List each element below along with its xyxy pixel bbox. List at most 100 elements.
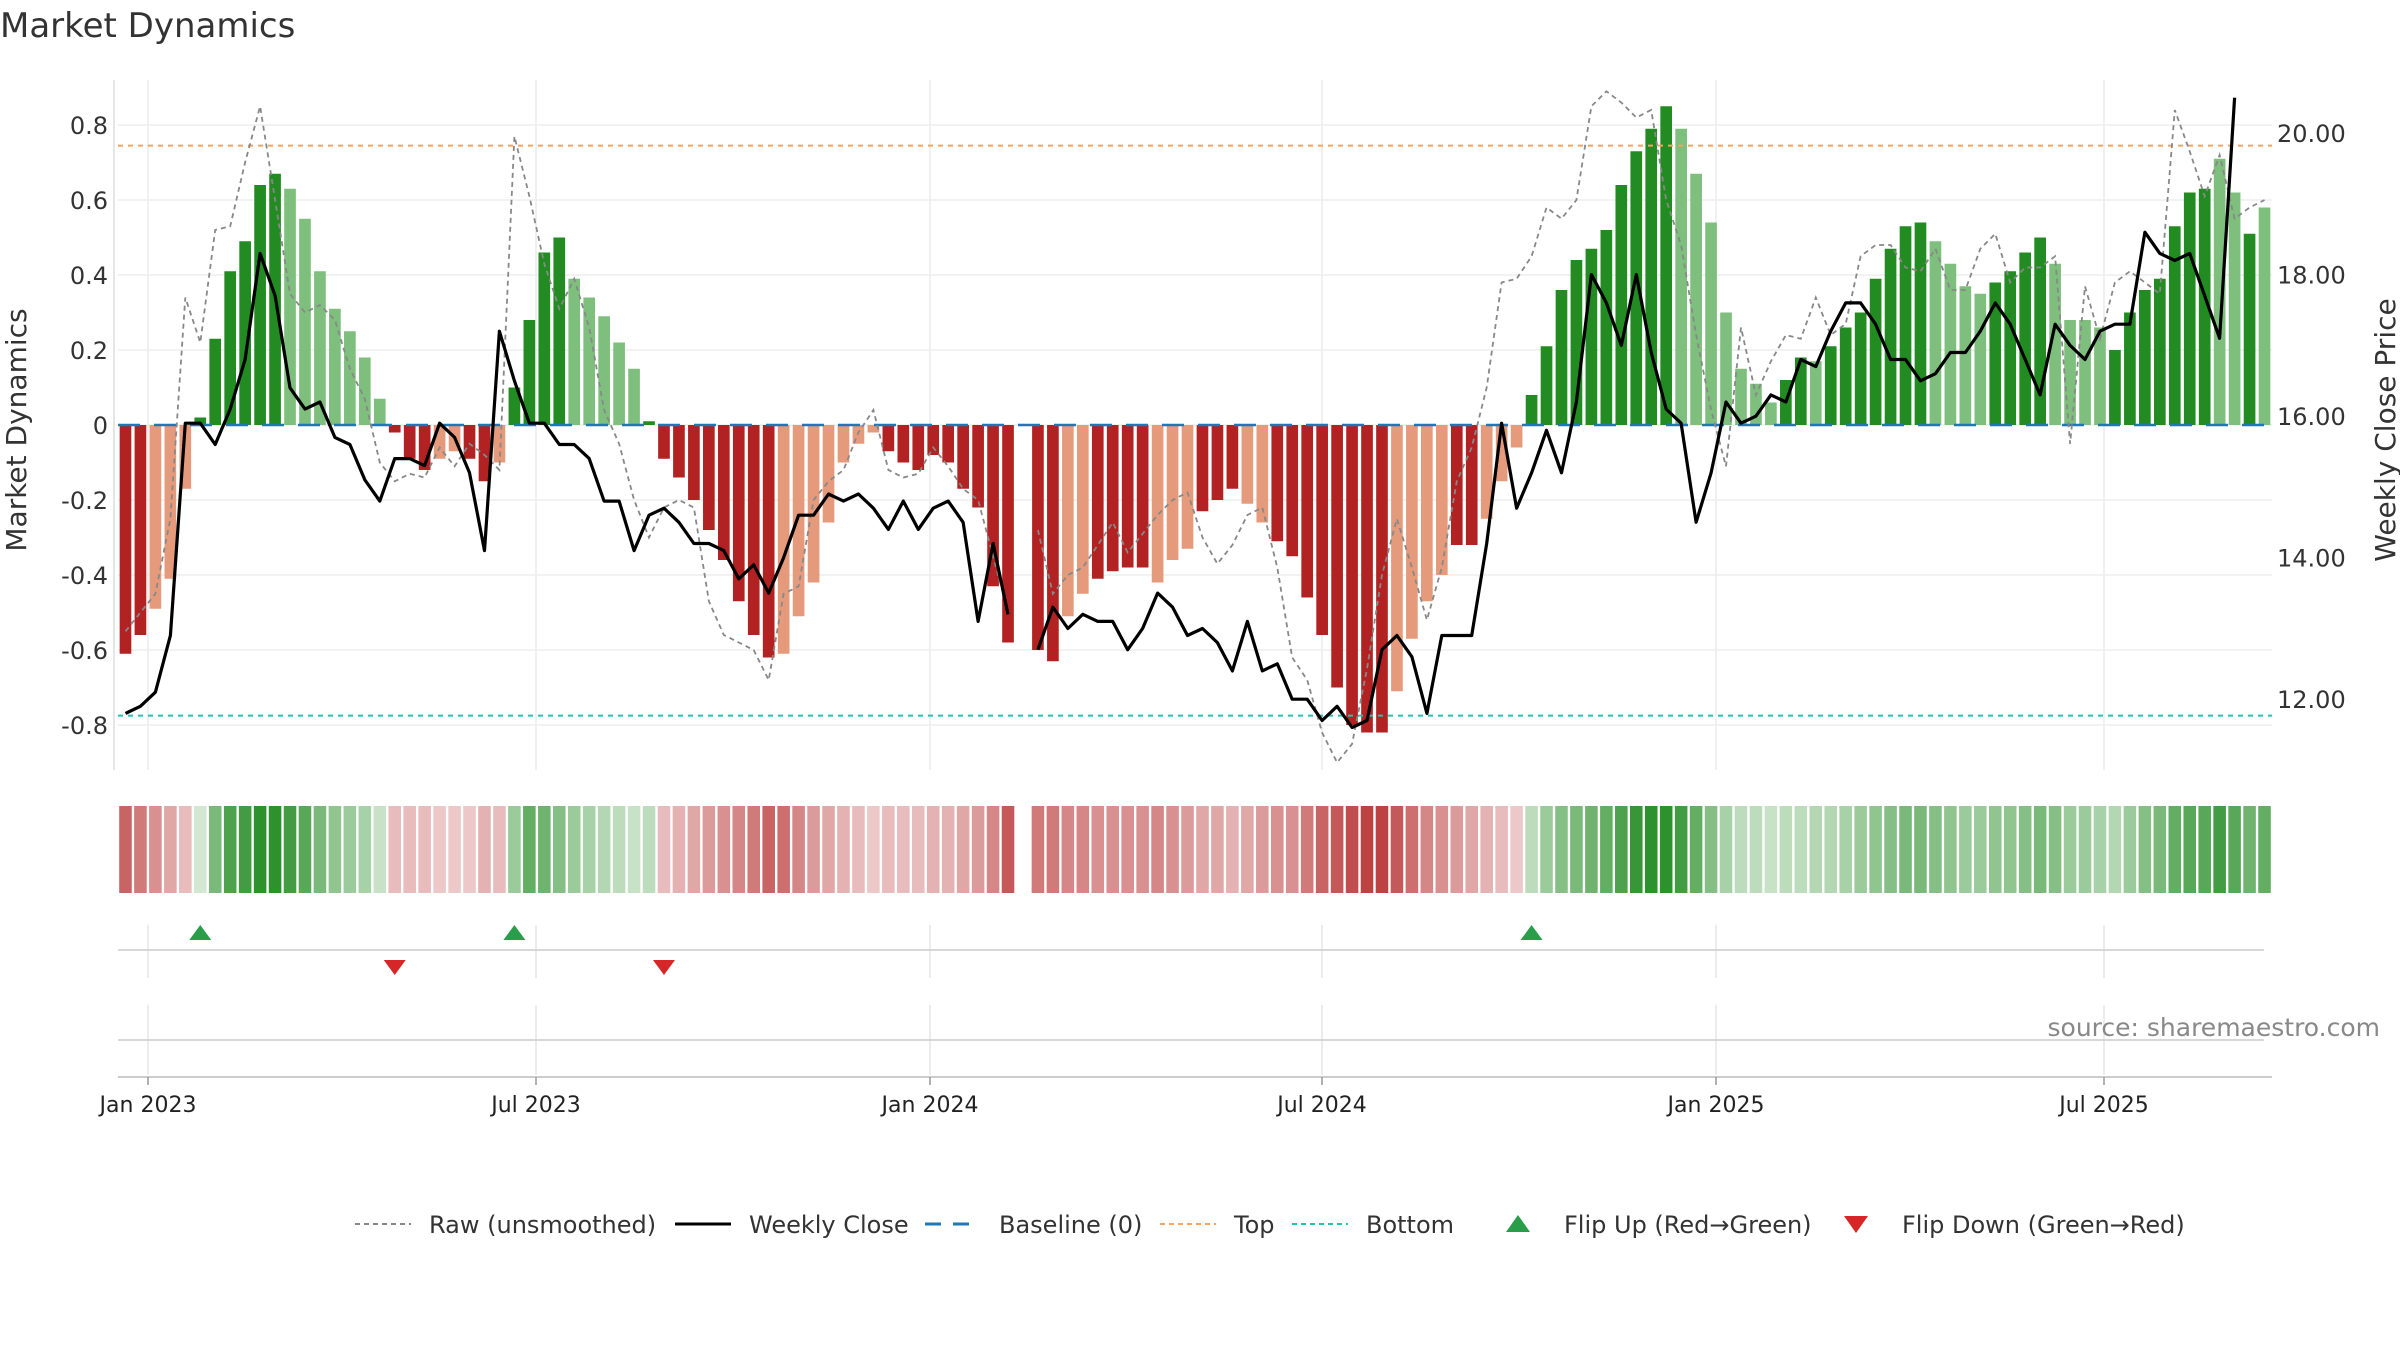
- regime-strip-cell: [134, 806, 147, 893]
- momentum-bar: [1241, 425, 1254, 504]
- regime-strip-cell: [313, 806, 327, 893]
- momentum-bar: [179, 425, 192, 489]
- regime-strip-cell: [852, 806, 865, 893]
- momentum-bar: [732, 425, 745, 602]
- x-tick-label: Jul 2025: [2057, 1093, 2149, 1118]
- momentum-bar: [688, 425, 700, 500]
- momentum-bar: [2198, 188, 2211, 425]
- momentum-bar: [254, 185, 266, 425]
- regime-strip-cell: [1719, 806, 1733, 893]
- momentum-bar: [1959, 286, 1972, 425]
- regime-strip-cell: [1106, 806, 1120, 893]
- momentum-bar: [1884, 248, 1897, 425]
- regime-strip-cell: [1570, 806, 1583, 893]
- regime-strip-cell: [702, 806, 716, 893]
- momentum-bar: [2019, 252, 2032, 425]
- momentum-bar: [538, 252, 551, 425]
- regime-strip-cell: [2198, 806, 2211, 893]
- momentum-bar: [1720, 312, 1732, 425]
- momentum-bar: [1899, 226, 1912, 425]
- legend-item: Baseline (0): [925, 1211, 1142, 1239]
- regime-strip-cell: [1615, 806, 1628, 893]
- momentum-bar: [1391, 425, 1403, 692]
- momentum-bar: [194, 417, 207, 425]
- regime-strip-cell: [2033, 806, 2047, 893]
- regime-strip-cell: [1540, 806, 1553, 893]
- momentum-bar: [717, 425, 730, 560]
- momentum-bar: [2243, 233, 2256, 425]
- regime-strip-cell: [1929, 806, 1942, 893]
- regime-strip-cell: [1390, 806, 1404, 893]
- momentum-bar: [329, 308, 341, 425]
- regime-strip-cell: [1988, 806, 2002, 893]
- y-left-tick-label: 0.8: [70, 112, 108, 140]
- momentum-bar: [912, 425, 925, 470]
- regime-strip-cell: [493, 806, 506, 893]
- momentum-bar: [2079, 320, 2091, 425]
- momentum-bar: [1316, 425, 1328, 635]
- momentum-bar: [2124, 312, 2136, 425]
- regime-strip-cell: [119, 806, 132, 893]
- regime-strip-cell: [2123, 806, 2137, 893]
- momentum-bar: [1136, 425, 1149, 568]
- legend-item: Weekly Close: [675, 1211, 909, 1239]
- regime-strip-cell: [1270, 806, 1284, 893]
- momentum-bar: [2183, 192, 2196, 425]
- regime-strip-cell: [1510, 806, 1523, 893]
- regime-strip-cell: [1959, 806, 1972, 893]
- regime-strip-cell: [1854, 806, 1867, 893]
- regime-strip-cell: [597, 806, 611, 893]
- momentum-bar: [1705, 222, 1717, 425]
- momentum-bar: [1032, 425, 1044, 650]
- regime-strip-cell: [971, 806, 985, 893]
- regime-strip-cell: [1136, 806, 1149, 893]
- regime-strip-cell: [1375, 806, 1389, 893]
- momentum-bar: [777, 425, 790, 654]
- regime-strip-cell: [283, 806, 297, 893]
- momentum-bar: [1525, 395, 1538, 425]
- momentum-bar: [1406, 425, 1418, 639]
- regime-strip-cell: [508, 806, 521, 893]
- regime-strip-cell: [2258, 806, 2271, 893]
- regime-strip-cell: [1330, 806, 1344, 893]
- regime-strip-cell: [2048, 806, 2062, 893]
- momentum-bar: [1540, 346, 1553, 425]
- regime-strip-cell: [1659, 806, 1673, 893]
- momentum-bar: [882, 425, 895, 452]
- regime-strip-cell: [448, 806, 461, 893]
- y-left-tick-label: -0.8: [61, 712, 108, 740]
- y-right-tick-label: 16.00: [2277, 403, 2346, 431]
- regime-strip-cell: [1809, 806, 1823, 893]
- regime-strip-cell: [1644, 806, 1658, 893]
- momentum-bar: [1839, 327, 1852, 425]
- momentum-bar: [957, 425, 969, 489]
- momentum-bar: [493, 425, 506, 463]
- regime-strip-cell: [1764, 806, 1778, 893]
- legend-item: Bottom: [1292, 1211, 1454, 1239]
- momentum-bar: [1286, 425, 1299, 557]
- regime-strip-cell: [149, 806, 162, 893]
- legend-label: Weekly Close: [749, 1211, 909, 1239]
- x-tick-label: Jan 2025: [1666, 1093, 1765, 1118]
- momentum-bar: [1570, 260, 1583, 425]
- momentum-bar: [1361, 425, 1373, 733]
- momentum-bar: [1974, 293, 1987, 425]
- momentum-bar: [867, 425, 880, 433]
- momentum-bar: [2153, 278, 2166, 425]
- regime-strip-cell: [582, 806, 596, 893]
- momentum-bar: [1555, 290, 1568, 425]
- y-left-tick-label: 0.4: [70, 262, 108, 290]
- regime-strip-cell: [268, 806, 282, 893]
- regime-strip-cell: [1629, 806, 1643, 893]
- momentum-bar: [373, 398, 386, 425]
- y-right-axis-label: Weekly Close Price: [2369, 298, 2400, 561]
- momentum-bar: [119, 425, 132, 654]
- momentum-bar: [2168, 226, 2181, 425]
- regime-strip-cell: [897, 806, 910, 893]
- momentum-bar: [2213, 158, 2226, 425]
- regime-strip-cell: [792, 806, 805, 893]
- regime-strip-cell: [238, 806, 252, 893]
- regime-strip-cell: [777, 806, 790, 893]
- regime-strip-cell: [1031, 806, 1045, 893]
- momentum-bar: [897, 425, 910, 463]
